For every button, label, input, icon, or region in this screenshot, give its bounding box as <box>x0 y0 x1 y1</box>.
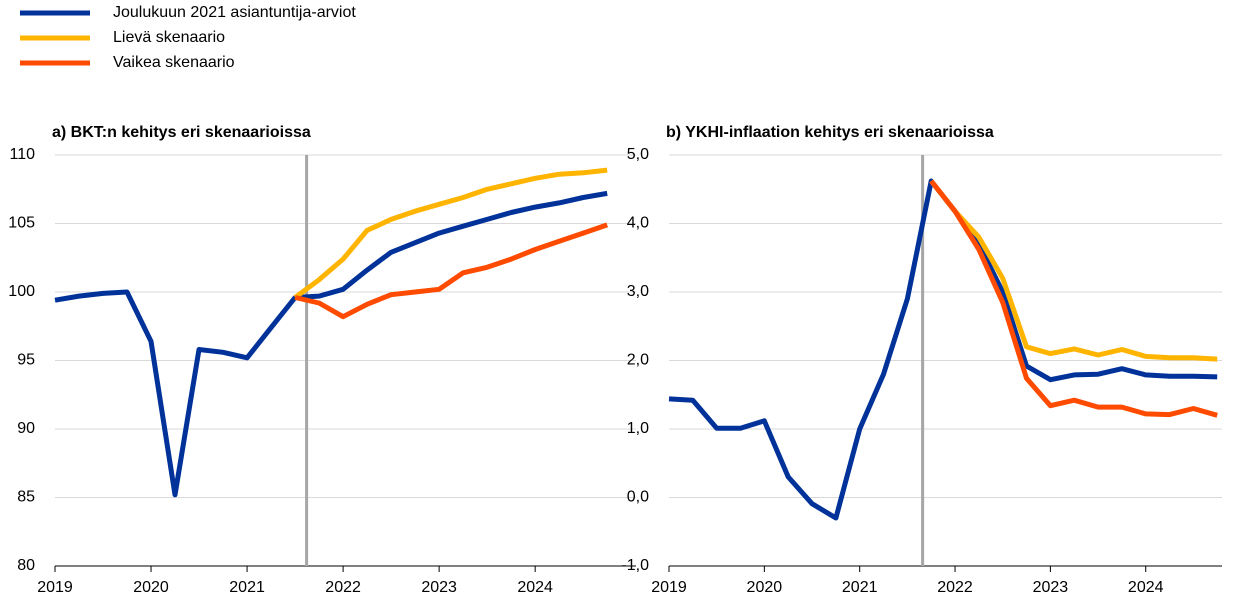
series-line <box>294 222 609 320</box>
x-tick-label: 2022 <box>937 579 973 596</box>
legend-label: Joulukuun 2021 asiantuntija-arviot <box>113 4 356 21</box>
y-tick-label: 80 <box>17 557 35 574</box>
y-tick-label: 95 <box>17 352 35 369</box>
x-tick-label: 2024 <box>517 579 553 596</box>
x-tick-label: 2023 <box>1033 579 1069 596</box>
x-tick-label: 2021 <box>842 579 878 596</box>
y-tick-label: 110 <box>9 146 35 163</box>
x-tick-label: 2019 <box>37 579 73 596</box>
series-line <box>929 179 1218 418</box>
x-tick-label: 2019 <box>651 579 687 596</box>
panel-title: a) BKT:n kehitys eri skenaarioissa <box>52 124 311 141</box>
y-tick-label: 90 <box>17 420 35 437</box>
x-tick-label: 2020 <box>133 579 169 596</box>
y-tick-label: 105 <box>8 215 35 232</box>
y-tick-label: 1,0 <box>627 420 649 437</box>
x-tick-label: 2020 <box>747 579 783 596</box>
x-tick-label: 2022 <box>325 579 361 596</box>
panel-title: b) YKHI-inflaation kehitys eri skenaario… <box>666 124 994 141</box>
y-tick-label: 100 <box>8 283 35 300</box>
x-tick-label: 2021 <box>229 579 265 596</box>
legend-label: Vaikea skenaario <box>113 54 235 71</box>
series-line <box>668 178 1218 521</box>
y-tick-label: 5,0 <box>627 146 649 163</box>
y-tick-label: 0,0 <box>627 489 649 506</box>
series-line <box>929 179 1218 362</box>
x-tick-label: 2023 <box>421 579 457 596</box>
y-tick-label: -1,0 <box>621 557 649 574</box>
series-line <box>54 190 608 498</box>
series-line <box>293 167 608 300</box>
legend-label: Lievä skenaario <box>113 29 225 46</box>
x-tick-label: 2024 <box>1128 579 1164 596</box>
y-tick-label: 85 <box>17 489 35 506</box>
y-tick-label: 2,0 <box>627 352 649 369</box>
y-tick-label: 4,0 <box>627 215 649 232</box>
y-tick-label: 3,0 <box>627 283 649 300</box>
